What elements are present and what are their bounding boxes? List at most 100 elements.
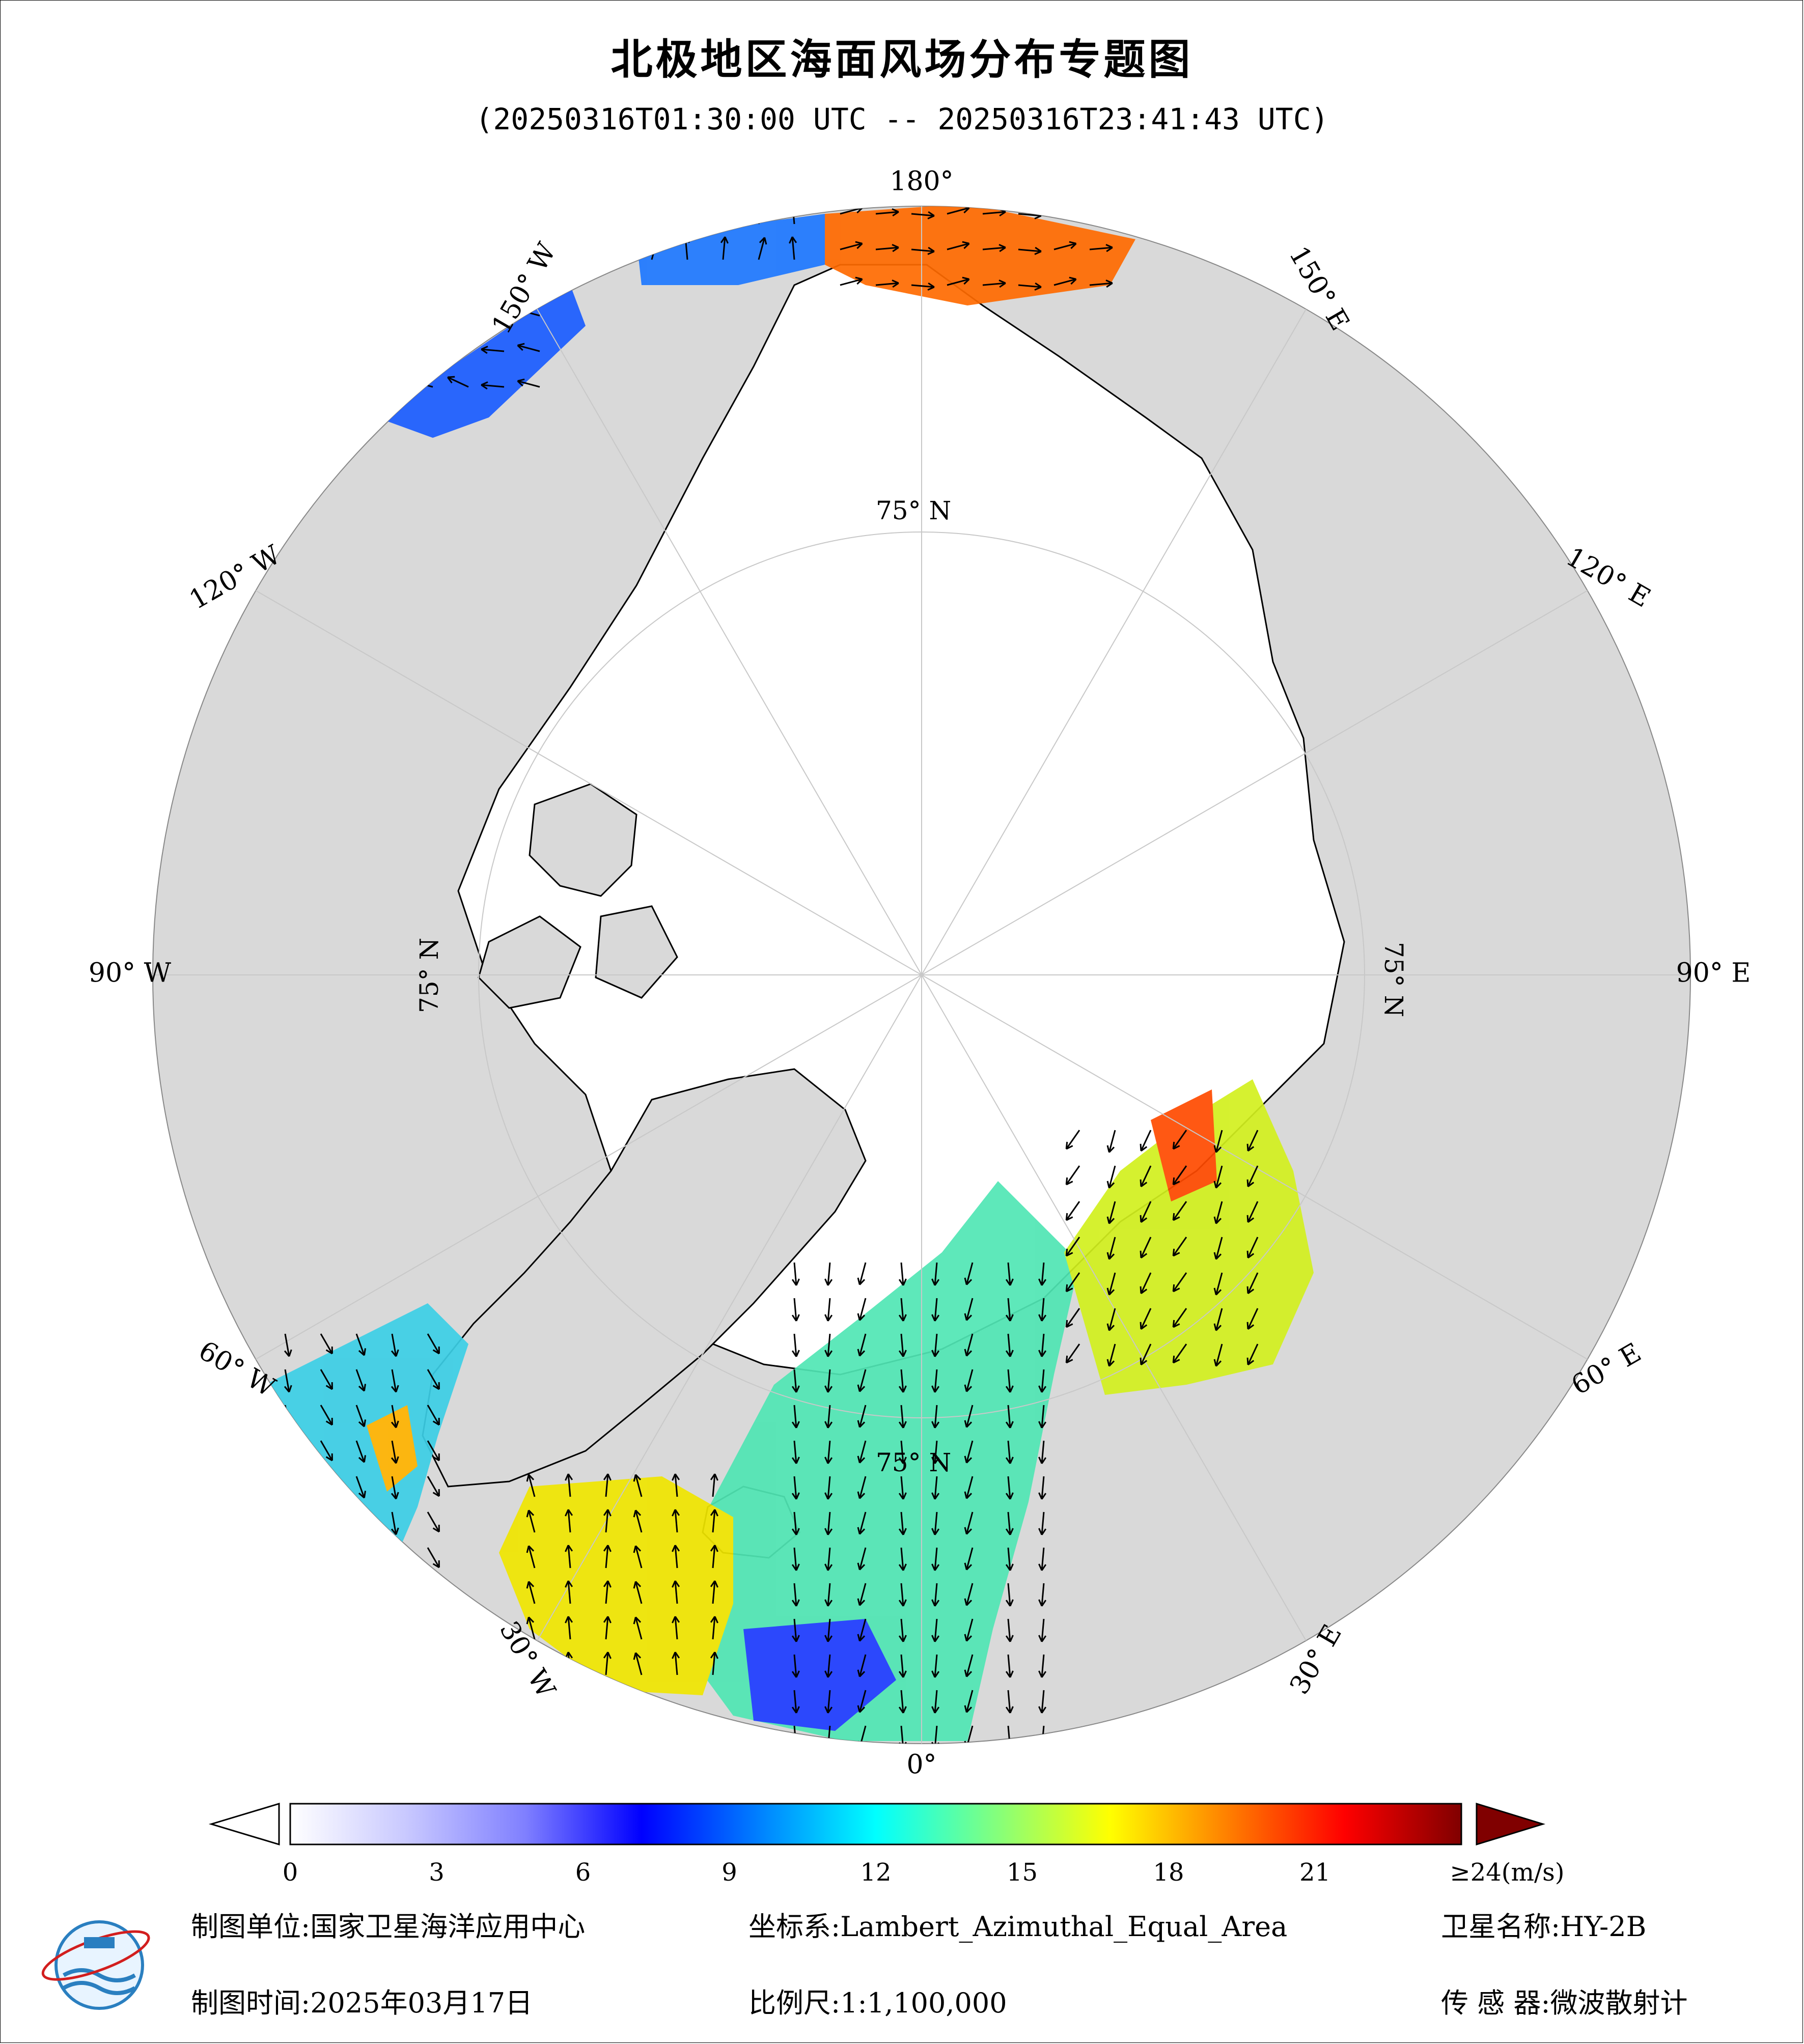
wind-vector-head <box>567 1651 573 1659</box>
wind-vector-head <box>1108 1360 1115 1367</box>
wind-vector-head <box>902 1350 907 1357</box>
wind-vector-head <box>391 1493 397 1500</box>
wind-vector-head <box>1141 1253 1148 1258</box>
wind-vector <box>900 1476 904 1499</box>
wind-vector-head <box>791 1742 797 1744</box>
wind-vector-head <box>1106 1252 1110 1259</box>
meridian-line <box>921 309 1307 975</box>
wind-vector-head <box>1213 1145 1217 1153</box>
wind-vector-head <box>824 1528 829 1535</box>
wind-vector-head <box>824 1706 829 1714</box>
wind-vector-head <box>288 1385 292 1392</box>
latitude-labels: 75° N 75° N 75° N 75° N <box>414 496 1408 1477</box>
wind-vector-head <box>966 1742 973 1744</box>
wind-vector-head <box>1034 250 1042 255</box>
wind-vector-head <box>998 244 1006 248</box>
wind-vector-head <box>859 1600 866 1606</box>
wind-vector-head <box>1009 1563 1014 1571</box>
wind-vector-head <box>567 1509 573 1516</box>
wind-vector <box>1247 1201 1259 1223</box>
wind-vector-head <box>791 1314 797 1322</box>
wind-vector-head <box>1038 1706 1043 1714</box>
wind-vector <box>1172 1343 1187 1363</box>
wind-vector <box>722 206 726 225</box>
wind-vector <box>793 1583 797 1606</box>
wind-vector-head <box>1247 1253 1255 1258</box>
wind-vector <box>965 1262 974 1285</box>
wind-vector-head <box>764 237 767 245</box>
wind-vector-head <box>962 241 969 244</box>
wind-vector-head <box>1215 1360 1222 1367</box>
wind-vector-head <box>1038 1492 1043 1500</box>
wind-vector <box>427 1369 440 1390</box>
wind-vector-head <box>657 206 660 209</box>
wind-vector-head <box>1173 1287 1180 1293</box>
wind-vector <box>827 1654 831 1677</box>
wind-vector-head <box>1038 1421 1043 1429</box>
wind-vector-head <box>358 1385 365 1392</box>
colorbar-tick-label: 9 <box>721 1858 737 1887</box>
wind-vector <box>427 1476 440 1497</box>
wind-vector-head <box>395 1385 399 1392</box>
wind-vector-head <box>1172 1355 1175 1363</box>
map-title: 北极地区海面风场分布专题图 <box>610 36 1194 84</box>
wind-vector <box>965 1405 974 1427</box>
wind-vector-head <box>603 1509 609 1516</box>
wind-vector-head <box>284 1528 290 1535</box>
wind-vector-head <box>791 1493 797 1500</box>
wind-vector-head <box>963 278 970 285</box>
wind-vector-head <box>682 206 686 208</box>
wind-vector <box>827 1547 831 1571</box>
wind-vector-head <box>517 343 525 346</box>
wind-vector <box>965 1654 974 1677</box>
wind-vector-head <box>607 1651 612 1659</box>
wind-vector-head <box>898 1457 904 1464</box>
wind-vector <box>674 1474 678 1497</box>
wind-vector-head <box>966 1350 973 1357</box>
wind-vector-head <box>934 1635 940 1642</box>
wind-vector-head <box>795 1278 800 1286</box>
wind-vector <box>900 1440 904 1464</box>
wind-vector <box>858 1333 867 1356</box>
wind-vector-head <box>325 1563 333 1569</box>
wind-vector-head <box>1005 1314 1011 1322</box>
wind-vector <box>947 278 969 286</box>
wind-vector-head <box>931 1670 936 1678</box>
wind-vector-head <box>481 348 488 354</box>
wind-vector-head <box>791 1386 797 1393</box>
wind-vector-head <box>1041 1528 1047 1535</box>
wind-vector-head <box>795 1599 800 1607</box>
wind-vector-head <box>607 1580 612 1588</box>
lon-label: 90° W <box>89 958 172 989</box>
wind-vector-head <box>1106 1216 1110 1224</box>
wind-vector-head <box>931 1599 936 1607</box>
wind-vector <box>1007 1618 1011 1642</box>
wind-vector <box>567 1581 571 1604</box>
wind-vector-head <box>1009 1492 1014 1500</box>
wind-vector-head <box>1105 279 1113 284</box>
wind-vector <box>827 1583 831 1606</box>
wind-vector <box>1007 1511 1011 1535</box>
wind-vector-head <box>795 1528 800 1535</box>
wind-vector-head <box>827 1742 833 1744</box>
wind-vector <box>1041 1369 1045 1392</box>
wind-vector <box>674 1652 678 1675</box>
wind-vector-head <box>1215 1325 1222 1331</box>
wind-vector <box>900 1369 904 1392</box>
wind-vector-head <box>710 1651 716 1659</box>
wind-vector-head <box>410 345 417 351</box>
wind-vector-head <box>1247 1146 1255 1152</box>
wind-vector-head <box>674 1616 680 1623</box>
wind-vector <box>1018 284 1041 288</box>
wind-vector <box>900 1618 904 1642</box>
wind-vector-head <box>824 1599 829 1607</box>
wind-vector <box>827 1440 831 1464</box>
wind-vector <box>840 242 863 250</box>
wind-vector-head <box>633 1653 636 1660</box>
wind-vector <box>1007 1262 1011 1285</box>
wind-vector-head <box>1066 1181 1073 1186</box>
wind-vector-head <box>898 1671 904 1678</box>
meridian-line <box>921 974 1307 1641</box>
wind-vector-head <box>1065 1213 1068 1221</box>
wind-vector <box>1215 1272 1223 1295</box>
